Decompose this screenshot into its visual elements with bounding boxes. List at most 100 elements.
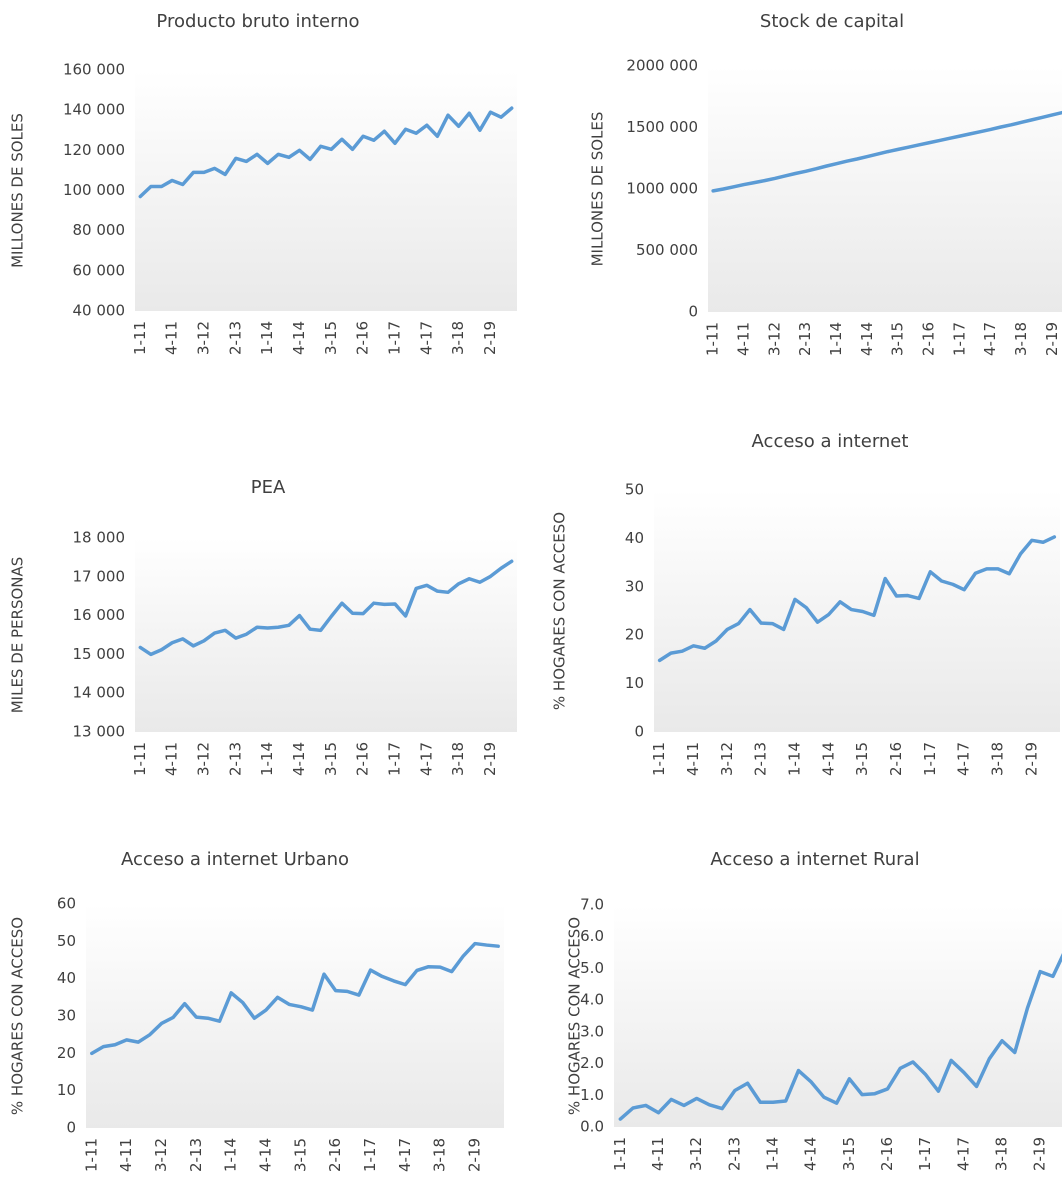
- y-tick-label: 50: [625, 481, 644, 499]
- x-tick-label: 2-16: [326, 1138, 344, 1172]
- y-axis-title: MILLONES DE SOLES: [9, 113, 27, 268]
- x-tick-label: 4-11: [649, 1137, 667, 1171]
- y-tick-label: 80 000: [73, 221, 126, 239]
- x-tick-label: 4-11: [734, 322, 752, 356]
- x-tick-label: 2-13: [752, 742, 770, 776]
- x-tick-label: 1-14: [785, 742, 803, 776]
- y-tick-label: 2000 000: [626, 57, 698, 75]
- x-tick-label: 3-12: [765, 322, 783, 356]
- x-tick-label: 1-11: [611, 1137, 629, 1171]
- x-tick-label: 1-17: [921, 742, 939, 776]
- x-tick-label: 4-17: [954, 1137, 972, 1171]
- x-tick-label: 3-12: [687, 1137, 705, 1171]
- x-tick-label: 4-17: [396, 1138, 414, 1172]
- x-tick-label: 2-13: [796, 322, 814, 356]
- chart-title: Producto bruto interno: [156, 11, 359, 32]
- chart-title: Acceso a internet Rural: [710, 849, 919, 870]
- x-tick-label: 1-17: [950, 322, 968, 356]
- x-tick-label: 3-15: [889, 322, 907, 356]
- data-line: [90, 941, 500, 1056]
- x-tick-label: 3-18: [449, 742, 467, 776]
- data-line: [138, 106, 514, 199]
- x-tick-label: 3-15: [322, 742, 340, 776]
- x-tick-label: 4-14: [290, 742, 308, 776]
- x-tick-label: 2-19: [481, 321, 499, 355]
- y-tick-label: 0: [634, 723, 644, 741]
- y-tick-label: 15 000: [73, 645, 126, 663]
- x-tick-label: 4-11: [163, 321, 181, 355]
- x-tick-label: 4-17: [981, 322, 999, 356]
- y-tick-label: 5.0: [580, 959, 604, 977]
- x-tick-label: 4-11: [117, 1138, 135, 1172]
- x-tick-label: 3-15: [840, 1137, 858, 1171]
- y-tick-label: 0.0: [580, 1118, 604, 1136]
- y-tick-label: 40: [625, 529, 644, 547]
- chart-title: PEA: [251, 477, 286, 498]
- x-tick-label: 1-11: [82, 1138, 100, 1172]
- plot-area: [708, 66, 1062, 312]
- plot-area: [135, 538, 517, 732]
- x-tick-label: 3-15: [291, 1138, 309, 1172]
- y-tick-label: 500 000: [636, 241, 698, 259]
- x-tick-label: 2-13: [226, 742, 244, 776]
- x-tick-label: 1-17: [385, 321, 403, 355]
- y-tick-label: 160 000: [63, 61, 125, 79]
- y-tick-label: 1500 000: [626, 118, 698, 136]
- y-tick-label: 13 000: [73, 723, 126, 741]
- plot-area: [86, 904, 504, 1128]
- x-tick-label: 4-17: [417, 742, 435, 776]
- chart-title: Acceso a internet Urbano: [121, 849, 349, 870]
- x-tick-label: 4-14: [858, 322, 876, 356]
- x-tick-label: 1-11: [131, 321, 149, 355]
- y-tick-label: 1.0: [580, 1086, 604, 1104]
- chart-title: Acceso a internet: [752, 431, 909, 452]
- y-tick-label: 6.0: [580, 927, 604, 945]
- y-tick-label: 10: [57, 1081, 76, 1099]
- y-tick-label: 40: [57, 969, 76, 987]
- x-tick-label: 3-18: [449, 321, 467, 355]
- x-tick-label: 2-16: [887, 742, 905, 776]
- x-tick-label: 2-16: [354, 321, 372, 355]
- y-axis-title: MILES DE PERSONAS: [9, 557, 27, 714]
- x-tick-label: 2-13: [725, 1137, 743, 1171]
- x-tick-label: 1-17: [385, 742, 403, 776]
- x-tick-label: 1-14: [222, 1138, 240, 1172]
- x-tick-label: 3-12: [718, 742, 736, 776]
- x-tick-label: 4-14: [819, 742, 837, 776]
- data-line: [657, 535, 1057, 663]
- y-tick-label: 2.0: [580, 1054, 604, 1072]
- x-tick-label: 4-14: [802, 1137, 820, 1171]
- x-tick-label: 2-13: [226, 321, 244, 355]
- y-tick-label: 1000 000: [626, 180, 698, 198]
- x-tick-label: 4-14: [290, 321, 308, 355]
- x-tick-label: 3-18: [431, 1138, 449, 1172]
- x-tick-label: 1-11: [650, 742, 668, 776]
- y-axis-title: % HOGARES CON ACCESO: [9, 917, 27, 1115]
- x-tick-label: 4-17: [955, 742, 973, 776]
- x-tick-label: 2-19: [1022, 742, 1040, 776]
- x-tick-label: 2-16: [354, 742, 372, 776]
- x-tick-label: 3-18: [993, 1137, 1011, 1171]
- data-line: [711, 110, 1062, 193]
- x-tick-label: 2-19: [481, 742, 499, 776]
- x-tick-label: 3-15: [322, 321, 340, 355]
- y-tick-label: 3.0: [580, 1022, 604, 1040]
- x-tick-label: 3-18: [1012, 322, 1030, 356]
- x-tick-label: 4-14: [256, 1138, 274, 1172]
- data-line: [618, 953, 1062, 1121]
- x-tick-label: 3-15: [853, 742, 871, 776]
- y-tick-label: 0: [66, 1119, 76, 1137]
- x-tick-label: 1-14: [258, 742, 276, 776]
- y-tick-label: 60: [57, 895, 76, 913]
- x-tick-label: 4-17: [417, 321, 435, 355]
- x-tick-label: 2-19: [1031, 1137, 1049, 1171]
- y-axis-title: MILLONES DE SOLES: [589, 112, 607, 267]
- x-tick-label: 2-19: [1043, 322, 1061, 356]
- x-tick-label: 2-13: [187, 1138, 205, 1172]
- y-tick-label: 10: [625, 674, 644, 692]
- y-tick-label: 20: [625, 626, 644, 644]
- y-tick-label: 120 000: [63, 141, 125, 159]
- y-tick-label: 40 000: [73, 302, 126, 320]
